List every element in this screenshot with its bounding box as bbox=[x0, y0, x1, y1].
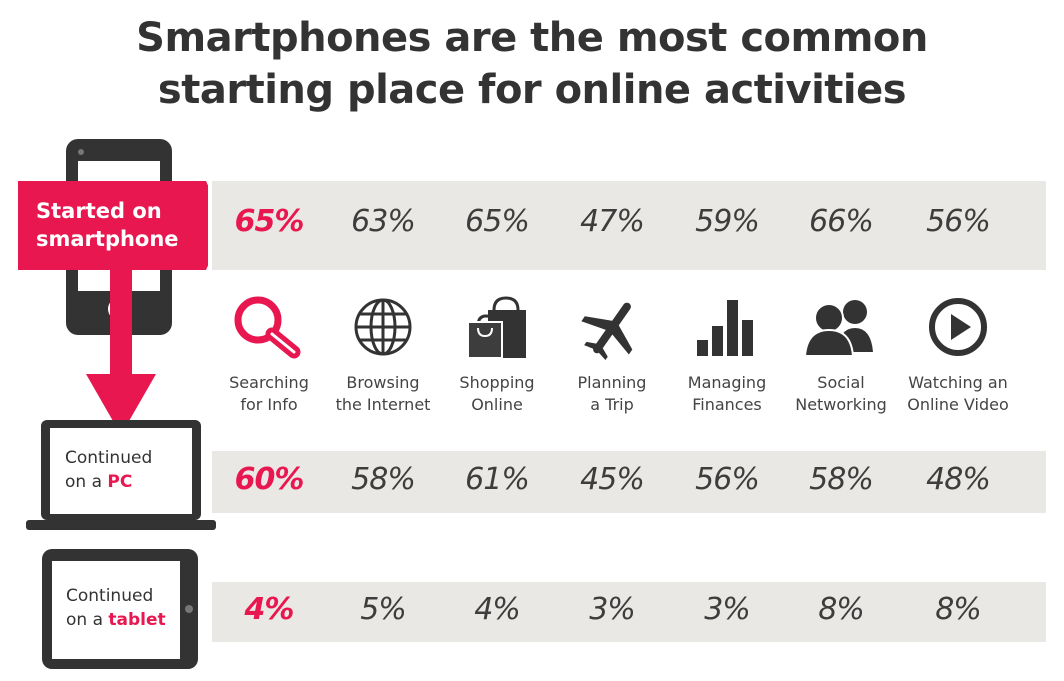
data-label: 45% bbox=[580, 462, 645, 497]
data-label: 60% bbox=[234, 462, 305, 497]
data-label: 65% bbox=[465, 204, 530, 239]
category-label-line-2: Online bbox=[471, 395, 523, 414]
data-label: 3% bbox=[589, 592, 636, 627]
category-label: Shopping Online bbox=[437, 372, 557, 416]
category-label: Managing Finances bbox=[667, 372, 787, 416]
smartphone-row-label: Started on smartphone bbox=[18, 181, 208, 270]
category-label: Searching for Info bbox=[209, 372, 329, 416]
laptop-icon bbox=[26, 420, 216, 530]
category-label-line-2: Online Video bbox=[907, 395, 1009, 414]
data-label: 8% bbox=[935, 592, 982, 627]
category-label-line-2: Networking bbox=[795, 395, 887, 414]
globe-icon bbox=[333, 296, 433, 366]
title-line-1: Smartphones are the most common bbox=[136, 15, 928, 61]
tablet-label-line-2: on a tablet bbox=[66, 608, 166, 632]
category-label-line-1: Shopping bbox=[459, 373, 535, 392]
smartphone-label-line-2: smartphone bbox=[36, 227, 179, 251]
pc-label-line-1: Continued bbox=[65, 448, 153, 468]
category-label-line-1: Browsing bbox=[346, 373, 420, 392]
data-label: 3% bbox=[704, 592, 751, 627]
data-label: 65% bbox=[234, 204, 305, 239]
data-label: 56% bbox=[695, 462, 760, 497]
data-label: 58% bbox=[809, 462, 874, 497]
category-label-line-2: for Info bbox=[240, 395, 298, 414]
category-label: Planning a Trip bbox=[552, 372, 672, 416]
category-label: Watching an Online Video bbox=[898, 372, 1018, 416]
pc-label-line-2: on a PC bbox=[65, 470, 152, 494]
data-label: 5% bbox=[360, 592, 407, 627]
data-label: 8% bbox=[818, 592, 865, 627]
tablet-row-band bbox=[212, 582, 1046, 642]
category-label-line-2: the Internet bbox=[335, 395, 431, 414]
people-icon bbox=[791, 296, 891, 366]
data-label: 59% bbox=[695, 204, 760, 239]
data-label: 56% bbox=[926, 204, 991, 239]
category-label-line-1: Watching an bbox=[908, 373, 1008, 392]
tablet-row-label: Continued on a tablet bbox=[66, 584, 166, 632]
data-label: 48% bbox=[926, 462, 991, 497]
tablet-label-accent: tablet bbox=[108, 610, 166, 630]
category-label-line-1: Planning bbox=[577, 373, 647, 392]
category-label-line-1: Managing bbox=[687, 373, 767, 392]
data-label: 47% bbox=[580, 204, 645, 239]
pc-row-label: Continued on a PC bbox=[65, 446, 152, 494]
data-label: 58% bbox=[351, 462, 416, 497]
data-label: 4% bbox=[244, 592, 295, 627]
arrow-down-icon bbox=[86, 270, 156, 435]
smartphone-label-line-1: Started on bbox=[36, 199, 162, 223]
category-label: Browsing the Internet bbox=[323, 372, 443, 416]
data-label: 63% bbox=[351, 204, 416, 239]
category-label: Social Networking bbox=[781, 372, 901, 416]
bar-chart-icon bbox=[677, 296, 777, 366]
title-line-2: starting place for online activities bbox=[157, 67, 907, 113]
chart-title: Smartphones are the most common starting… bbox=[0, 12, 1064, 116]
play-button-icon bbox=[908, 296, 1008, 366]
tablet-icon bbox=[42, 549, 198, 669]
pc-label-accent: PC bbox=[107, 472, 133, 492]
pc-label-prefix: on a bbox=[65, 472, 108, 492]
tablet-label-prefix: on a bbox=[66, 610, 109, 630]
data-label: 4% bbox=[474, 592, 521, 627]
magnifier-icon bbox=[219, 296, 319, 366]
data-label: 61% bbox=[465, 462, 530, 497]
data-label: 66% bbox=[809, 204, 874, 239]
shopping-bag-icon bbox=[447, 296, 547, 366]
category-label-line-2: Finances bbox=[692, 395, 762, 414]
tablet-label-line-1: Continued bbox=[66, 586, 154, 606]
smartphone-row-band bbox=[212, 181, 1046, 270]
category-label-line-2: a Trip bbox=[590, 395, 634, 414]
pc-row-band bbox=[212, 451, 1046, 513]
airplane-icon bbox=[562, 296, 662, 366]
category-label-line-1: Social bbox=[817, 373, 865, 392]
category-label-line-1: Searching bbox=[229, 373, 309, 392]
